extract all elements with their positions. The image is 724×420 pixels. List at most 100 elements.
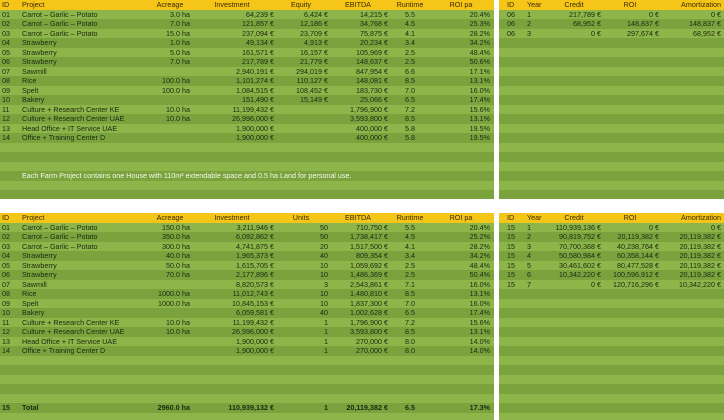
table-cell: Rice xyxy=(22,289,37,298)
table-cell: 4.5 xyxy=(405,232,415,241)
table-cell: 13.1% xyxy=(469,114,490,123)
table-cell: 15 xyxy=(507,251,515,260)
table-cell: 10 xyxy=(320,260,328,270)
table-row-empty xyxy=(499,142,724,152)
table-cell xyxy=(150,356,190,366)
table-cell xyxy=(388,162,432,172)
table-cell xyxy=(22,375,150,385)
table-cell xyxy=(328,190,388,199)
table-cell: 26,996,000 € xyxy=(232,114,274,123)
table-row-empty xyxy=(499,104,724,114)
table-cell: 8.5 xyxy=(405,289,415,298)
table-cell: Culture + Research Center KE xyxy=(22,317,120,327)
table-cell: 1 xyxy=(324,317,328,327)
table-cell: 15.0 ha xyxy=(166,28,190,38)
table-cell: 05 xyxy=(2,260,10,270)
table-cell xyxy=(2,152,20,162)
table-row xyxy=(0,393,494,403)
table-cell xyxy=(274,375,328,385)
table-cell: 10 xyxy=(2,308,10,317)
table-cell xyxy=(150,133,190,143)
table-cell: 0 € xyxy=(591,279,601,289)
table-cell: 8.5 xyxy=(405,327,415,336)
table-cell: 270,000 € xyxy=(356,346,388,355)
table-cell: Carrot – Garlic – Potato xyxy=(22,241,98,251)
table-cell: 10,342,220 € xyxy=(559,270,601,279)
table-cell: 17.3% xyxy=(469,403,490,412)
table-cell: 70.0 ha xyxy=(166,270,190,279)
table-cell: 1,796,900 € xyxy=(350,104,388,114)
table-cell: 0 € xyxy=(649,9,659,19)
table-cell: 01 xyxy=(2,222,10,232)
table-cell: 07 xyxy=(2,279,10,289)
table-cell: 20.4% xyxy=(469,222,490,232)
table-cell: 03 xyxy=(2,241,10,251)
table-cell: 5 xyxy=(527,260,531,270)
table-cell: 10.0 ha xyxy=(166,317,190,327)
table-cell: 10,845,153 € xyxy=(232,298,274,308)
table-cell: 3,593,800 € xyxy=(350,114,388,123)
table-cell: 60,358,144 € xyxy=(617,251,659,260)
table-cell: 2.5 xyxy=(405,47,415,57)
table-row-empty xyxy=(499,123,724,133)
table-cell: Bakery xyxy=(22,308,45,317)
table-cell: 6 xyxy=(527,270,531,279)
table-cell: 15.6% xyxy=(469,104,490,114)
table-cell: Strawberry xyxy=(22,47,57,57)
table-cell xyxy=(22,181,150,191)
table-cell: 5.5 xyxy=(405,9,415,19)
table-cell: 12 xyxy=(2,327,10,336)
table-row-empty xyxy=(499,393,724,403)
table-row: 15 5 30,461,602 € 80,477,528 € 20,119,382 € xyxy=(499,260,724,270)
table-cell: 64,239 € xyxy=(246,9,274,19)
table-row: 15 4 50,580,984 € 60,358,144 € 20,119,382 € xyxy=(499,251,724,261)
table-header: ID Year Credit ROI Amortization xyxy=(499,0,724,10)
table-row: 09 Spelt 1000.0 ha 10,845,153 € 10 1,837,300 … xyxy=(0,298,494,308)
table-cell: 34,768 € xyxy=(360,19,388,28)
table-cell xyxy=(432,375,490,385)
table-cell: 04 xyxy=(2,38,10,47)
table-row: 08 Rice 1000.0 ha 11,012,743 € 10 1,480,810 €… xyxy=(0,289,494,299)
table-row-empty xyxy=(499,327,724,337)
table-row: 10 Bakery 151,490 € 15,149 € 25,066 € 6.5 17.4… xyxy=(0,95,494,105)
table-cell: 400,000 € xyxy=(356,123,388,133)
table-cell: 13.1% xyxy=(469,327,490,336)
column-header: Amortization xyxy=(681,0,721,9)
table-row: 07 Sawmill 8,820,573 € 3 2,543,861 € 7.1 16.0% xyxy=(0,279,494,289)
table-cell: 34.2% xyxy=(469,251,490,260)
column-header: Year xyxy=(527,213,542,222)
table-row: 11 Culture + Research Center KE 10.0 ha 11,… xyxy=(0,317,494,327)
table-cell xyxy=(328,356,388,366)
table-cell: 25,066 € xyxy=(360,95,388,104)
table-cell: 11,012,743 € xyxy=(232,289,274,298)
table-cell: 294,019 € xyxy=(296,66,328,76)
column-header: Project xyxy=(22,213,45,222)
table-cell: 7.0 ha xyxy=(170,19,190,28)
table-cell: 14,215 € xyxy=(360,9,388,19)
table-cell: Head Office + IT Service UAE xyxy=(22,123,118,133)
table-cell: 6,092,862 € xyxy=(236,232,274,241)
table-row: 06 3 0 € 297,674 € 68,952 € xyxy=(499,28,724,38)
table-cell: 1 xyxy=(324,403,328,412)
table-cell xyxy=(432,181,490,191)
table-cell: 1,900,000 € xyxy=(236,346,274,355)
table-cell: 50.6% xyxy=(469,57,490,66)
table-cell: 14 xyxy=(2,133,10,142)
table-cell xyxy=(328,365,388,375)
table-cell xyxy=(274,356,328,366)
table-cell: 68,952 € xyxy=(573,19,601,28)
table-cell: 1,837,300 € xyxy=(350,298,388,308)
table-cell: 7.0 ha xyxy=(170,57,190,66)
table-cell: 12,186 € xyxy=(300,19,328,28)
table-cell: 7.2 xyxy=(405,317,415,327)
table-row-empty xyxy=(499,180,724,190)
table-cell: 06 xyxy=(507,28,515,38)
column-header: Project xyxy=(22,0,45,9)
table-cell: 13.1% xyxy=(469,76,490,85)
table-row-empty xyxy=(499,317,724,327)
table-cell: 02 xyxy=(2,19,10,28)
table-cell xyxy=(388,171,432,181)
table-row: 01 Carrot – Garlic – Potato 3.0 ha 64,239 €… xyxy=(0,9,494,19)
table-cell xyxy=(432,143,490,153)
table-cell: Strawberry xyxy=(22,270,57,279)
